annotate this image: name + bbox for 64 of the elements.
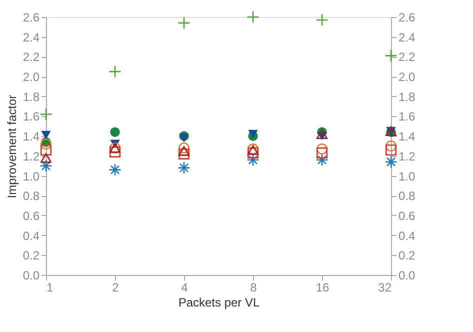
y-tick-label: 1.8 bbox=[22, 90, 40, 104]
point bbox=[316, 14, 328, 26]
point bbox=[40, 108, 52, 121]
y2-tick-label: 1.4 bbox=[398, 130, 416, 144]
point bbox=[110, 127, 120, 137]
point bbox=[179, 134, 189, 142]
y-tick-label: 1.2 bbox=[22, 149, 40, 164]
x-axis-title: Packets per VL bbox=[178, 296, 260, 310]
point bbox=[41, 130, 51, 140]
y2-tick-label: 1.8 bbox=[398, 90, 416, 104]
x-tick-label: 1 bbox=[46, 280, 54, 294]
y2-tick-label: 0.2 bbox=[398, 248, 416, 263]
point bbox=[384, 156, 398, 168]
y2-tick-label: 2.6 bbox=[398, 10, 416, 24]
y2-tick-label: 1.6 bbox=[398, 110, 416, 124]
y-tick-label: 1.0 bbox=[22, 169, 40, 184]
y-tick-label: 2.0 bbox=[22, 70, 40, 84]
x-tick-label: 2 bbox=[112, 280, 120, 294]
y2-tick-label: 2.2 bbox=[398, 50, 416, 64]
point bbox=[384, 49, 398, 62]
point bbox=[109, 146, 121, 158]
y2-tick-label: 1.0 bbox=[398, 169, 416, 184]
y-tick-label: 0.8 bbox=[22, 189, 40, 204]
y2-tick-label: 0.8 bbox=[398, 189, 416, 204]
y2-tick-label: 2.0 bbox=[398, 70, 416, 84]
y-tick-label: 0.0 bbox=[22, 268, 40, 282]
point bbox=[178, 161, 190, 174]
x-tick-label: 8 bbox=[250, 280, 258, 294]
y-tick-label: 0.4 bbox=[22, 228, 40, 243]
y2-tick-label: 0.0 bbox=[398, 268, 416, 282]
y-tick-label: 1.6 bbox=[22, 110, 40, 124]
y-tick-label: 2.4 bbox=[22, 30, 40, 44]
point bbox=[247, 147, 259, 158]
point bbox=[178, 148, 190, 160]
x-tick-label: 32 bbox=[378, 280, 392, 294]
point bbox=[108, 163, 122, 176]
x-tick-label: 16 bbox=[316, 280, 330, 294]
point bbox=[246, 154, 260, 166]
y2-tick-label: 2.4 bbox=[398, 30, 416, 44]
point bbox=[316, 154, 328, 166]
point bbox=[316, 143, 328, 154]
y-tick-label: 2.2 bbox=[22, 50, 40, 64]
point bbox=[178, 16, 190, 30]
y-tick-label: 1.4 bbox=[22, 130, 40, 144]
point bbox=[385, 140, 397, 152]
point bbox=[385, 144, 397, 156]
point bbox=[246, 10, 260, 24]
y2-tick-label: 0.6 bbox=[398, 208, 416, 223]
x-tick-label: 4 bbox=[181, 280, 188, 294]
point bbox=[178, 146, 190, 156]
point bbox=[40, 138, 52, 150]
y-tick-label: 2.6 bbox=[22, 10, 40, 24]
y-tick-label: 0.6 bbox=[22, 208, 40, 223]
y2-tick-label: 0.4 bbox=[398, 228, 416, 243]
point bbox=[316, 147, 328, 158]
y2-tick-label: 1.2 bbox=[398, 149, 416, 164]
point bbox=[40, 153, 52, 163]
point bbox=[178, 142, 190, 154]
point bbox=[40, 144, 52, 156]
point bbox=[40, 159, 52, 172]
y-axis-title: Improvement factor bbox=[4, 94, 19, 198]
y-tick-label: 0.2 bbox=[22, 248, 40, 263]
point bbox=[248, 130, 258, 138]
point bbox=[108, 65, 122, 78]
